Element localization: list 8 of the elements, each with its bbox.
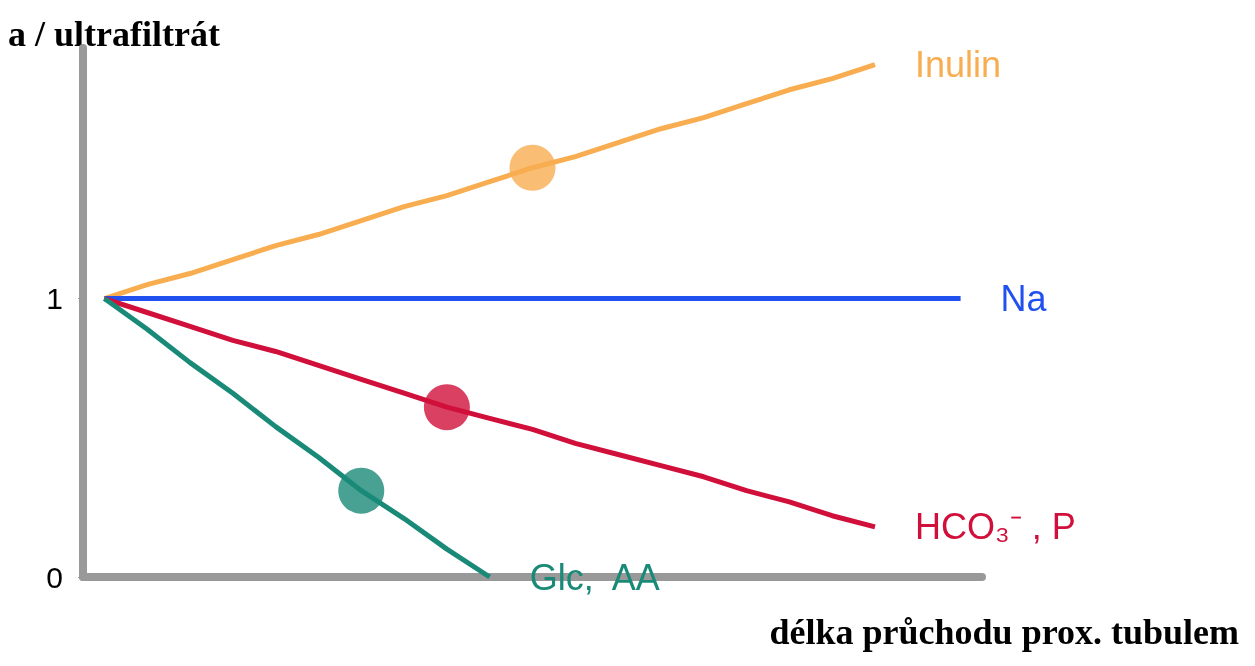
y-tick-label: 0 [46,560,63,594]
series-label: Inulin [914,44,1002,86]
series-label: HCO₃⁻ , P [914,506,1076,548]
series-label: Glc, AA [529,556,660,598]
series-label: Na [1000,278,1048,320]
x-axis-title: délka průchodu prox. tubulem [769,612,1240,652]
y-tick-label: 1 [46,282,63,316]
y-axis-title: a / ultrafiltrát [8,14,220,54]
